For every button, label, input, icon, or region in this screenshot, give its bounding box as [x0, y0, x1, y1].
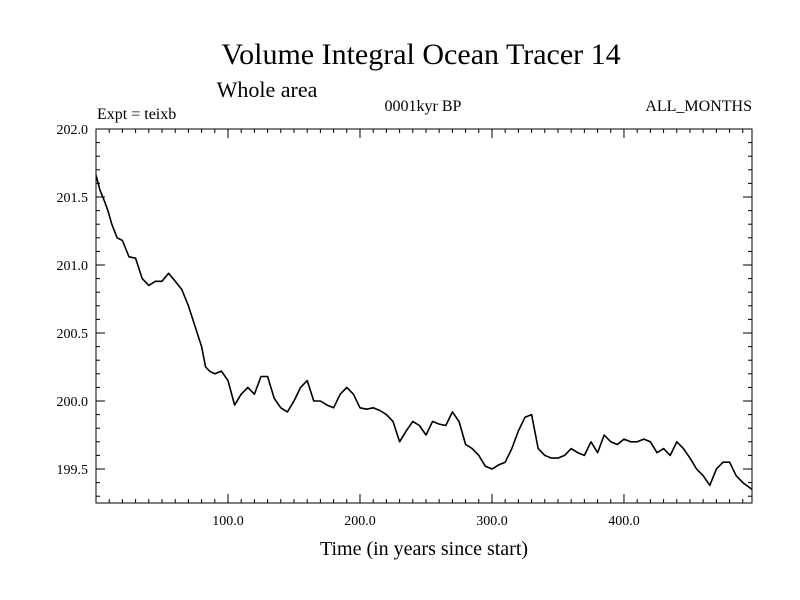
x-tick-label: 100.0	[212, 514, 244, 529]
period-label: 0001kyr BP	[385, 98, 462, 115]
y-tick-label: 200.5	[57, 327, 89, 342]
y-axis-tick-labels: 199.5 200.0 200.5 201.0 201.5 202.0	[57, 123, 89, 478]
x-axis-tick-labels: 100.0 200.0 300.0 400.0	[212, 514, 639, 529]
x-axis-ticks	[108, 129, 744, 503]
chart-title: Volume Integral Ocean Tracer 14	[221, 38, 620, 71]
y-axis-ticks	[96, 128, 752, 497]
plot-frame	[95, 128, 753, 504]
chart-subtitle: Whole area	[217, 77, 318, 102]
months-label: ALL_MONTHS	[645, 98, 752, 115]
x-axis-label: Time (in years since start)	[320, 538, 528, 560]
x-tick-label: 400.0	[608, 514, 640, 529]
x-tick-label: 300.0	[476, 514, 508, 529]
y-tick-label: 200.0	[57, 395, 89, 410]
x-tick-label: 200.0	[344, 514, 376, 529]
y-tick-label: 199.5	[57, 463, 89, 478]
y-tick-label: 202.0	[57, 123, 89, 138]
experiment-label: Expt = teixb	[97, 106, 176, 123]
y-tick-label: 201.5	[57, 191, 89, 206]
y-tick-label: 201.0	[57, 259, 89, 274]
series-line	[95, 174, 753, 491]
